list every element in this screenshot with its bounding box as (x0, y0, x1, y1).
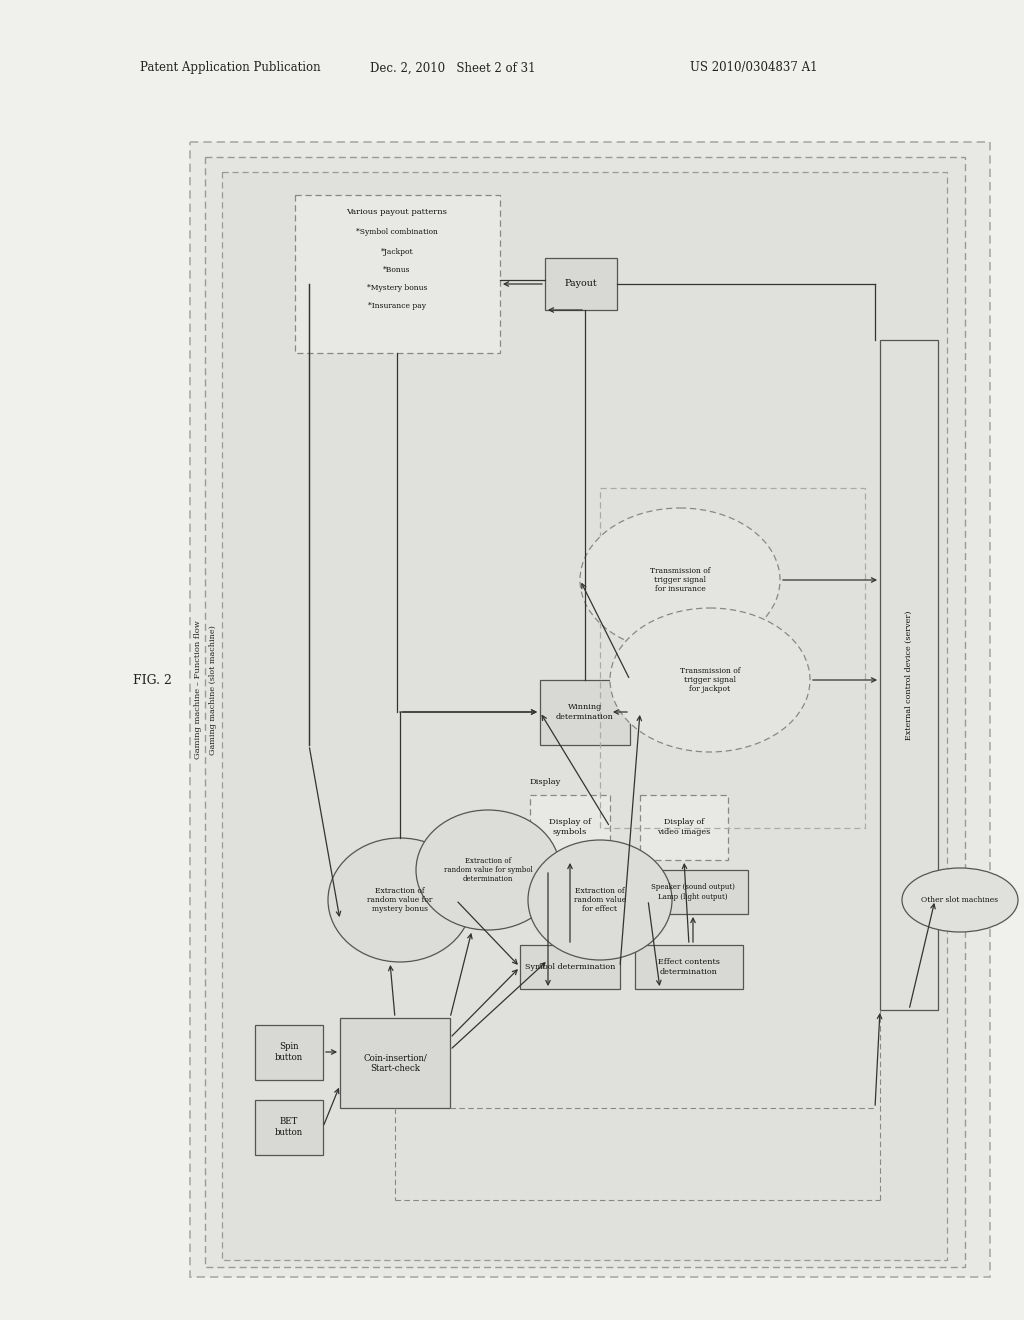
Text: Speaker (sound output)
Lamp (light output): Speaker (sound output) Lamp (light outpu… (651, 883, 735, 900)
Text: Spin
button: Spin button (274, 1043, 303, 1061)
Text: Transmission of
trigger signal
for insurance: Transmission of trigger signal for insur… (650, 566, 711, 593)
Text: US 2010/0304837 A1: US 2010/0304837 A1 (690, 62, 817, 74)
Text: Other slot machines: Other slot machines (922, 896, 998, 904)
Text: Symbol determination: Symbol determination (525, 964, 615, 972)
FancyBboxPatch shape (340, 1018, 450, 1107)
Text: Gaming machine – Function flow: Gaming machine – Function flow (194, 620, 202, 759)
Text: Coin-insertion/
Start-check: Coin-insertion/ Start-check (364, 1053, 427, 1073)
FancyBboxPatch shape (255, 1026, 323, 1080)
Text: Effect contents
determination: Effect contents determination (658, 958, 720, 975)
FancyBboxPatch shape (635, 945, 743, 989)
Text: Display: Display (529, 777, 561, 785)
Text: Display of
symbols: Display of symbols (549, 818, 591, 836)
FancyBboxPatch shape (640, 795, 728, 861)
FancyBboxPatch shape (638, 870, 748, 913)
Text: Winning
determination: Winning determination (556, 704, 614, 721)
Text: Transmission of
trigger signal
for jackpot: Transmission of trigger signal for jackp… (680, 667, 740, 693)
FancyBboxPatch shape (190, 143, 990, 1276)
Text: Dec. 2, 2010   Sheet 2 of 31: Dec. 2, 2010 Sheet 2 of 31 (370, 62, 536, 74)
Text: Payout: Payout (564, 280, 597, 289)
Text: *Symbol combination: *Symbol combination (356, 228, 438, 236)
Text: Various payout patterns: Various payout patterns (346, 209, 447, 216)
Ellipse shape (328, 838, 472, 962)
Ellipse shape (610, 609, 810, 752)
Text: External control device (server): External control device (server) (905, 610, 913, 739)
Ellipse shape (528, 840, 672, 960)
Text: Display of
video images: Display of video images (657, 818, 711, 836)
Ellipse shape (902, 869, 1018, 932)
Text: *Mystery bonus: *Mystery bonus (367, 284, 427, 292)
Text: BET
button: BET button (274, 1117, 303, 1137)
Text: *Bonus: *Bonus (383, 267, 411, 275)
Ellipse shape (580, 508, 780, 652)
Text: Extraction of
random value for
mystery bonus: Extraction of random value for mystery b… (368, 887, 433, 913)
FancyBboxPatch shape (222, 172, 947, 1261)
FancyBboxPatch shape (205, 157, 965, 1267)
Text: Extraction of
random value for symbol
determination: Extraction of random value for symbol de… (443, 857, 532, 883)
FancyBboxPatch shape (530, 795, 610, 861)
Text: FIG. 2: FIG. 2 (132, 673, 171, 686)
FancyBboxPatch shape (880, 341, 938, 1010)
Text: *Insurance pay: *Insurance pay (368, 302, 426, 310)
FancyBboxPatch shape (255, 1100, 323, 1155)
Text: Gaming machine (slot machine): Gaming machine (slot machine) (209, 626, 217, 755)
FancyBboxPatch shape (545, 257, 617, 310)
Text: Extraction of
random value
for effect: Extraction of random value for effect (573, 887, 626, 913)
FancyBboxPatch shape (520, 945, 620, 989)
Text: Patent Application Publication: Patent Application Publication (140, 62, 321, 74)
FancyBboxPatch shape (540, 680, 630, 744)
Text: *Jackpot: *Jackpot (381, 248, 414, 256)
Ellipse shape (416, 810, 560, 931)
FancyBboxPatch shape (295, 195, 500, 352)
